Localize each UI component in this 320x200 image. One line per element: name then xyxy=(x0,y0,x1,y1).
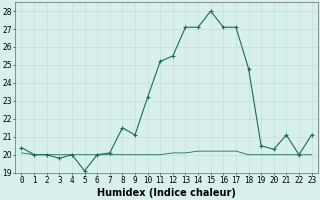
X-axis label: Humidex (Indice chaleur): Humidex (Indice chaleur) xyxy=(97,188,236,198)
